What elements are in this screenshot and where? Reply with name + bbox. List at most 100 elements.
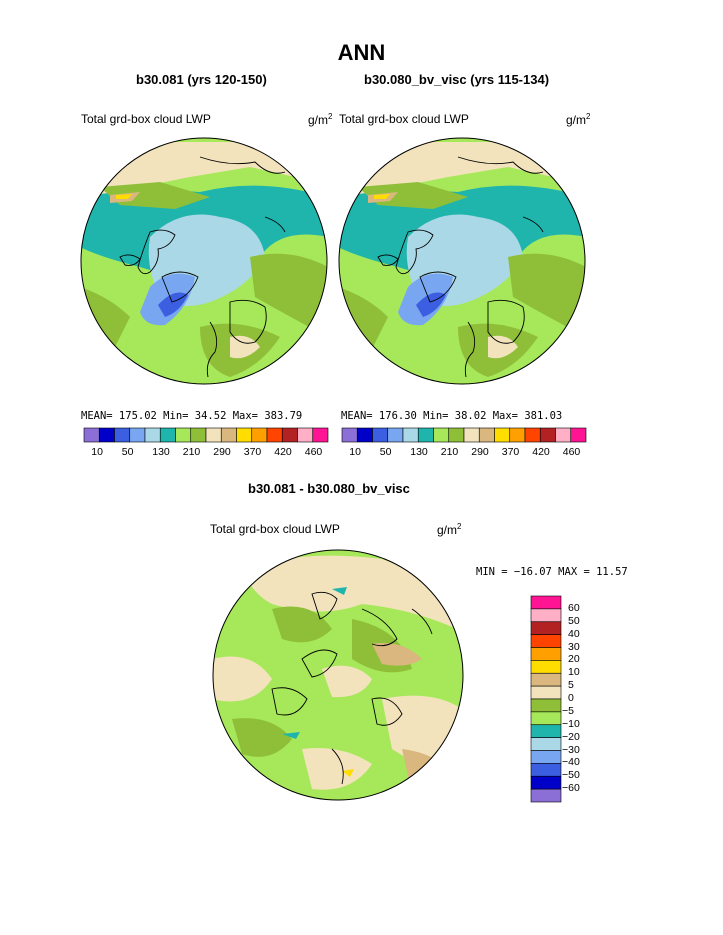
colorbar-swatch (530, 660, 562, 674)
colorbar-swatch (555, 427, 572, 443)
colorbar-swatch (266, 427, 283, 443)
colorbar-swatch (402, 427, 419, 443)
colorbar-swatch (530, 634, 562, 648)
colorbar-level-label: 60 (568, 601, 580, 614)
colorbar-tick-label: 50 (121, 446, 134, 458)
colorbar-level-label: 20 (568, 653, 580, 666)
colorbar-tick-label: 370 (243, 446, 262, 458)
colorbar-swatch (448, 427, 465, 443)
colorbar-swatch (530, 788, 562, 803)
left-polar-map (80, 137, 328, 385)
difference-colorbar-labels: 60 50 40 30 20 10 5 0 −5 −10 −20 −30 −40 −50 −60 (562, 596, 605, 802)
colorbar-tick-label: 210 (440, 446, 459, 458)
colorbar-swatch (205, 427, 222, 443)
right-panel-variable-label: Total grd-box cloud LWP (339, 112, 469, 126)
colorbar-swatch (530, 608, 562, 623)
colorbar-tick-label: 420 (532, 446, 550, 458)
colorbar-swatch (530, 737, 562, 751)
difference-title: b30.081 - b30.080_bv_visc (248, 481, 410, 496)
difference-polar-map (212, 549, 464, 801)
colorbar-swatch (530, 621, 562, 635)
colorbar-swatch (530, 763, 562, 777)
colorbar-tick-label: 290 (471, 446, 489, 458)
colorbar-swatch (524, 427, 541, 443)
colorbar-swatch (190, 427, 207, 443)
left-colorbar-ticks: 10 50 130 210 290 370 420 460 (84, 446, 328, 460)
right-colorbar (341, 427, 587, 443)
colorbar-level-label: −20 (562, 730, 580, 743)
colorbar-tick-label: 10 (91, 446, 103, 458)
colorbar-swatch (356, 427, 373, 443)
colorbar-swatch (175, 427, 192, 443)
colorbar-swatch (539, 427, 556, 443)
colorbar-swatch (463, 427, 480, 443)
colorbar-swatch (530, 724, 562, 738)
left-panel-stats: MEAN= 175.02 Min= 34.52 Max= 383.79 (81, 410, 303, 422)
colorbar-swatch (530, 647, 562, 661)
colorbar-level-label: −10 (562, 717, 580, 730)
colorbar-swatch (98, 427, 115, 443)
colorbar-swatch (341, 427, 358, 443)
colorbar-level-label: −40 (562, 756, 580, 769)
colorbar-swatch (114, 427, 131, 443)
colorbar-tick-label: 210 (182, 446, 201, 458)
colorbar-level-label: 40 (568, 627, 580, 640)
colorbar-level-label: 5 (568, 679, 574, 692)
colorbar-swatch (509, 427, 526, 443)
left-panel-units: g/m2 (308, 112, 333, 127)
left-panel-subtitle: b30.081 (yrs 120-150) (136, 72, 267, 87)
right-panel-stats: MEAN= 176.30 Min= 38.02 Max= 381.03 (341, 410, 563, 422)
colorbar-level-label: 0 (568, 692, 574, 704)
colorbar-swatch (570, 427, 587, 443)
colorbar-tick-label: 460 (304, 446, 323, 458)
colorbar-level-label: 30 (568, 640, 580, 653)
right-polar-map (338, 137, 586, 385)
colorbar-tick-label: 420 (274, 446, 292, 458)
colorbar-swatch (83, 427, 100, 443)
colorbar-swatch (297, 427, 314, 443)
difference-units: g/m2 (437, 522, 462, 537)
colorbar-swatch (530, 698, 562, 713)
difference-colorbar (530, 595, 562, 803)
colorbar-swatch (129, 427, 146, 443)
right-panel-subtitle: b30.080_bv_visc (yrs 115-134) (364, 72, 550, 87)
colorbar-tick-label: 10 (349, 446, 361, 458)
colorbar-swatch (281, 427, 298, 443)
colorbar-swatch (159, 427, 176, 443)
colorbar-swatch (417, 427, 434, 443)
colorbar-tick-label: 460 (562, 446, 581, 458)
colorbar-swatch (494, 427, 511, 443)
colorbar-level-label: −30 (562, 743, 580, 756)
colorbar-swatch (251, 427, 268, 443)
colorbar-swatch (372, 427, 389, 443)
colorbar-level-label: 50 (568, 614, 580, 627)
colorbar-swatch (530, 750, 562, 764)
colorbar-swatch (530, 775, 562, 790)
figure-title: ANN (337, 40, 386, 65)
left-panel-variable-label: Total grd-box cloud LWP (81, 112, 211, 126)
colorbar-swatch (530, 595, 562, 610)
colorbar-tick-label: 130 (410, 446, 428, 458)
colorbar-swatch (220, 427, 237, 443)
colorbar-swatch (312, 427, 329, 443)
right-colorbar-ticks: 10 50 130 210 290 370 420 460 (342, 446, 586, 460)
colorbar-swatch (530, 672, 562, 687)
colorbar-tick-label: 290 (213, 446, 231, 458)
colorbar-tick-label: 130 (152, 446, 170, 458)
colorbar-swatch (433, 427, 450, 443)
colorbar-tick-label: 370 (501, 446, 520, 458)
left-colorbar (83, 427, 329, 443)
colorbar-swatch (144, 427, 161, 443)
difference-minmax: MIN = −16.07 MAX = 11.57 (476, 566, 628, 578)
colorbar-swatch (387, 427, 404, 443)
difference-variable-label: Total grd-box cloud LWP (210, 522, 340, 536)
colorbar-level-label: −50 (562, 769, 580, 782)
colorbar-swatch (530, 711, 562, 726)
colorbar-level-label: −5 (562, 704, 574, 717)
colorbar-swatch (236, 427, 253, 443)
colorbar-tick-label: 50 (379, 446, 392, 458)
colorbar-swatch (530, 685, 562, 700)
colorbar-swatch (478, 427, 495, 443)
colorbar-level-label: 10 (568, 666, 580, 679)
colorbar-level-label: −60 (562, 782, 580, 795)
